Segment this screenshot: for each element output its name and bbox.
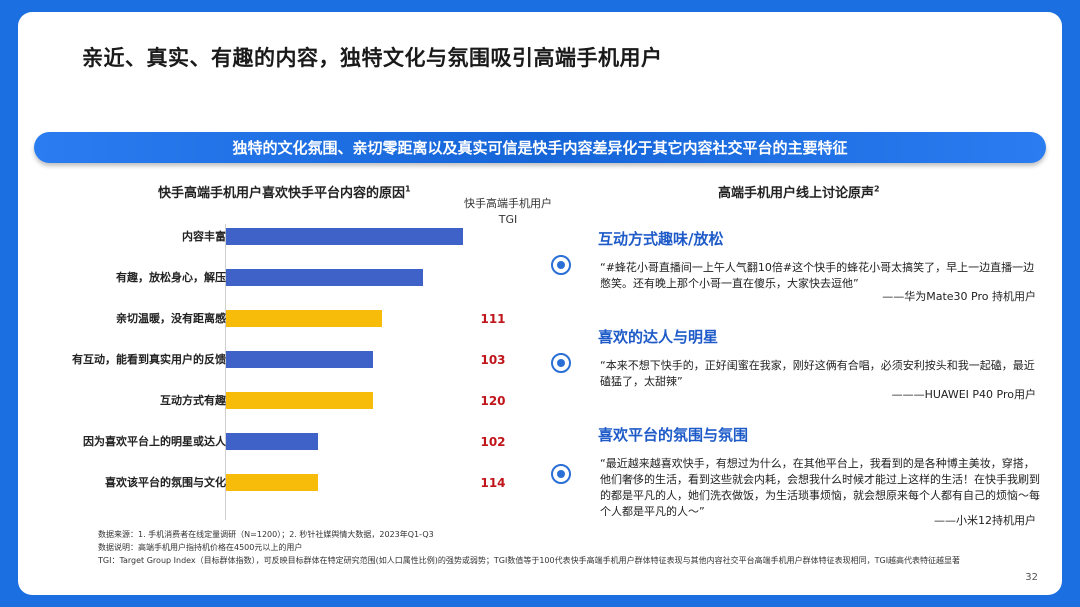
- bar-category-label: 亲切温暖，没有距离感: [116, 312, 226, 325]
- page-title: 亲近、真实、有趣的内容，独特文化与氛围吸引高端手机用户: [82, 46, 663, 70]
- quote-attribution: ——小米12持机用户: [934, 514, 1036, 527]
- chart-title-text: 快手高端手机用户喜欢快手平台内容的原因: [158, 186, 406, 201]
- chart-title-footnote: 1: [405, 184, 411, 194]
- bar-row: 有趣，放松身心，解压: [18, 269, 538, 287]
- chart-axis-line: [225, 224, 226, 520]
- bar-category-label: 内容丰富: [182, 230, 226, 243]
- footnote-tgi: TGI：Target Group Index（目标群体指数），可反映目标群体在特…: [98, 556, 961, 565]
- tgi-value: 102: [480, 435, 506, 449]
- quote-attribution: ——华为Mate30 Pro 持机用户: [882, 290, 1036, 303]
- footnotes: 数据来源：1. 手机消费者在线定量调研（N=1200）；2. 秒针社媒舆情大数据…: [98, 528, 1038, 567]
- bar: [226, 474, 318, 491]
- topic-heading: 喜欢的达人与明星: [598, 328, 719, 346]
- bar: [226, 351, 373, 368]
- bar-category-label: 喜欢该平台的氛围与文化: [105, 476, 226, 489]
- bar-row: 喜欢该平台的氛围与文化 114: [18, 474, 538, 492]
- quote-attribution: ———HUAWEI P40 Pro用户: [891, 388, 1036, 401]
- voices-title-text: 高端手机用户线上讨论原声: [718, 186, 875, 201]
- bar: [226, 433, 318, 450]
- voices-title-footnote: 2: [874, 184, 880, 194]
- footnote-source: 数据来源：1. 手机消费者在线定量调研（N=1200）；2. 秒针社媒舆情大数据…: [98, 530, 434, 539]
- topic-heading: 互动方式趣味/放松: [598, 230, 724, 248]
- chart-title: 快手高端手机用户喜欢快手平台内容的原因1: [158, 182, 411, 201]
- topic-quote: “本来不想下快手的，正好闺蜜在我家，刚好这俩有合唱，必须安利按头和我一起磕，最近…: [600, 359, 1035, 388]
- bar-category-label: 因为喜欢平台上的明星或达人: [83, 435, 226, 448]
- bar-row: 互动方式有趣 120: [18, 392, 538, 410]
- bar-row: 因为喜欢平台上的明星或达人 102: [18, 433, 538, 451]
- tgi-value: 114: [480, 476, 506, 490]
- voices-title: 高端手机用户线上讨论原声2: [718, 182, 880, 201]
- bar: [226, 392, 373, 409]
- bar-category-label: 有趣，放松身心，解压: [116, 271, 226, 284]
- tgi-value: 120: [480, 394, 506, 408]
- target-icon: [551, 464, 571, 484]
- bar: [226, 310, 382, 327]
- footnote-definition: 数据说明：高端手机用户指持机价格在4500元以上的用户: [98, 543, 303, 552]
- bar: [226, 228, 463, 245]
- bar-category-label: 互动方式有趣: [160, 394, 226, 407]
- bar: [226, 269, 423, 286]
- target-icon: [551, 255, 571, 275]
- topic-heading: 喜欢平台的氛围与氛围: [598, 426, 749, 444]
- bar-category-label: 有互动，能看到真实用户的反馈: [72, 353, 226, 366]
- topic-quote: “#蜂花小哥直播间一上午人气翻10倍#这个快手的蜂花小哥太搞笑了，早上一边直播一…: [600, 261, 1035, 290]
- tgi-value: 111: [480, 312, 506, 326]
- bar-row: 亲切温暖，没有距离感 111: [18, 310, 538, 328]
- key-message-banner: 独特的文化氛围、亲切零距离以及真实可信是快手内容差异化于其它内容社交平台的主要特…: [34, 132, 1046, 163]
- slide: 亲近、真实、有趣的内容，独特文化与氛围吸引高端手机用户 独特的文化氛围、亲切零距…: [18, 12, 1062, 595]
- bar-row: 有互动，能看到真实用户的反馈 103: [18, 351, 538, 369]
- target-icon: [551, 353, 571, 373]
- topic-quote: “最近越来越喜欢快手，有想过为什么，在其他平台上，我看到的是各种博主美妆，穿搭，…: [600, 457, 1040, 518]
- tgi-value: 103: [480, 353, 506, 367]
- page-number: 32: [1025, 572, 1038, 583]
- tgi-column-header: 快手高端手机用户TGI: [464, 197, 552, 226]
- bar-row: 内容丰富: [18, 228, 538, 246]
